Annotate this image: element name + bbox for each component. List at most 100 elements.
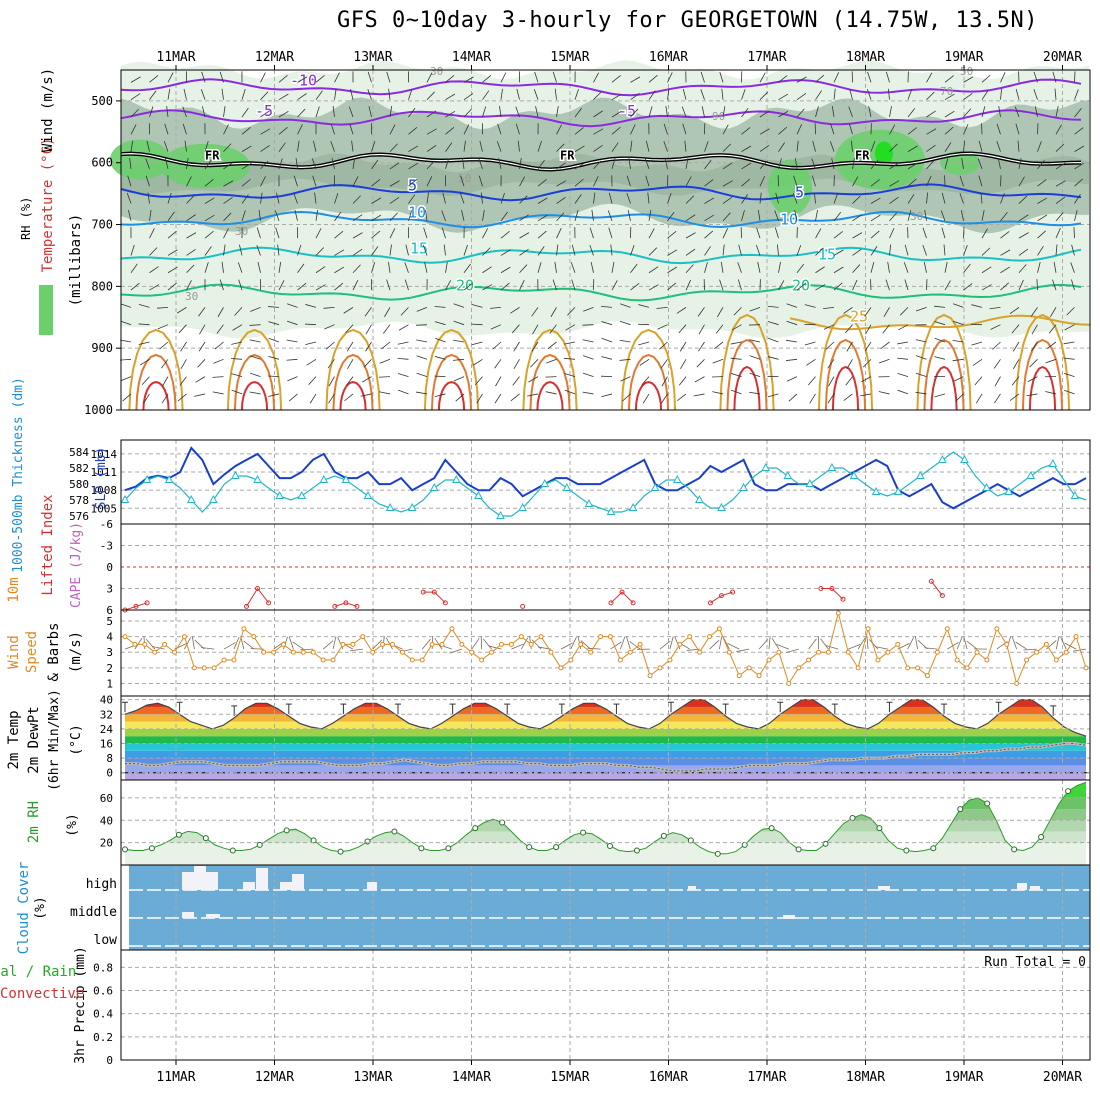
wind-barb: [1009, 307, 1020, 314]
wind-barb: [556, 106, 559, 118]
temp-tick-label: 24: [100, 723, 114, 736]
wind-barb: [915, 391, 927, 395]
wind-barb: [490, 324, 502, 330]
isotherm-label: -10: [290, 71, 317, 89]
wind-barb: [889, 162, 899, 170]
wind-barb: [453, 376, 465, 382]
wind-barb: [1037, 214, 1048, 222]
wind-barb: [315, 284, 326, 291]
wind-barb: [476, 393, 483, 404]
wind-barb: [660, 359, 668, 369]
wind-barb: [1063, 372, 1075, 378]
wind-barb: [786, 376, 798, 382]
wind-barb: [371, 214, 382, 222]
x-tick-label-bottom: 19MAR: [944, 1070, 983, 1085]
thickness-tick-label: 578: [69, 494, 89, 507]
wind-barb: [482, 90, 490, 100]
rh2m-tick-label: 20: [100, 837, 113, 850]
thickness-point: [209, 494, 218, 503]
wind-barb: [260, 91, 269, 100]
wind-barb: [993, 359, 1001, 369]
wind-barb: [145, 158, 150, 170]
wind-barb: [365, 324, 372, 335]
wind-barb: [482, 209, 485, 221]
wind-barb: [648, 266, 659, 274]
x-tick-label-bottom: 12MAR: [255, 1070, 294, 1085]
wind-barb: [386, 279, 391, 291]
rh-point: [175, 831, 182, 838]
wind-barb: [741, 194, 748, 204]
temp-color-band: [125, 736, 1086, 744]
wind-barb: [582, 391, 594, 395]
wind-barb: [1018, 158, 1022, 169]
thickness-point: [915, 470, 925, 479]
wind-barb: [778, 261, 781, 273]
wind-barb: [453, 358, 465, 361]
wind-barb: [293, 175, 298, 187]
wind-barb: [719, 71, 724, 83]
wind-barb: [628, 157, 631, 169]
rh-point: [256, 841, 263, 848]
thickness-point: [496, 510, 505, 519]
wind-barb: [627, 210, 631, 221]
wind-barb: [737, 262, 742, 273]
wind-barb: [537, 262, 542, 273]
wind-barb: [722, 196, 733, 204]
wind-barb: [1009, 393, 1020, 401]
wind-barb: [778, 126, 788, 135]
isotherm-warm-loop: [620, 328, 677, 411]
wind-barb: [138, 323, 150, 326]
wind-barb: [741, 178, 751, 187]
wind-barb: [471, 323, 483, 326]
wind-barb: [1055, 180, 1066, 187]
wind-barb-10m: [134, 637, 143, 650]
wind-barb: [260, 192, 263, 204]
wind-barb: [167, 249, 178, 256]
wind-barb: [582, 372, 594, 377]
wind-barb-10m: [483, 638, 492, 650]
x-tick-label-bottom: 20MAR: [1043, 1070, 1082, 1085]
wind-barb: [815, 74, 825, 83]
wind-barb: [767, 321, 779, 326]
wind-barb: [556, 212, 565, 222]
isotherm-warm-loop: [634, 380, 663, 411]
wind-barb: [556, 124, 563, 135]
wind-point: [548, 649, 554, 655]
wind-barb: [345, 324, 354, 334]
rh-point: [229, 847, 236, 854]
wind-barb: [241, 126, 251, 135]
wind-barb: [519, 195, 528, 204]
wind-barb: [379, 391, 391, 395]
wind-barb: [492, 341, 502, 350]
wind-barb: [593, 110, 603, 118]
wind-barb: [1037, 197, 1048, 204]
slp-tick-label: 1005: [91, 502, 118, 515]
wind-barb: [722, 228, 729, 239]
wind-barb: [648, 284, 659, 291]
wind-barb: [1055, 244, 1058, 256]
wind-barb: [453, 339, 465, 343]
wind-barb: [278, 110, 289, 118]
wind-barb: [186, 264, 195, 274]
wind-barb-10m: [669, 636, 674, 650]
wind-barb: [494, 359, 502, 369]
wind-barb: [426, 145, 437, 152]
wind-barb: [179, 376, 187, 386]
wind-barb: [860, 393, 872, 397]
wind-barb: [186, 280, 192, 291]
wind-barb: [371, 262, 376, 273]
wind-barb: [1071, 244, 1075, 256]
wind-barb: [294, 210, 298, 221]
wind-barb: [667, 282, 677, 291]
isotherm-warm-loop: [930, 365, 958, 411]
wind-barb: [601, 305, 613, 308]
wind-barb: [685, 176, 692, 187]
wind-barb: [845, 376, 853, 386]
wind-barb: [494, 393, 502, 404]
wind-point: [409, 657, 415, 663]
wind-barb: [667, 193, 672, 204]
wind-barb: [550, 307, 557, 318]
wind-barb: [223, 244, 226, 256]
wind-point: [498, 641, 504, 647]
thickness-point: [695, 494, 704, 503]
